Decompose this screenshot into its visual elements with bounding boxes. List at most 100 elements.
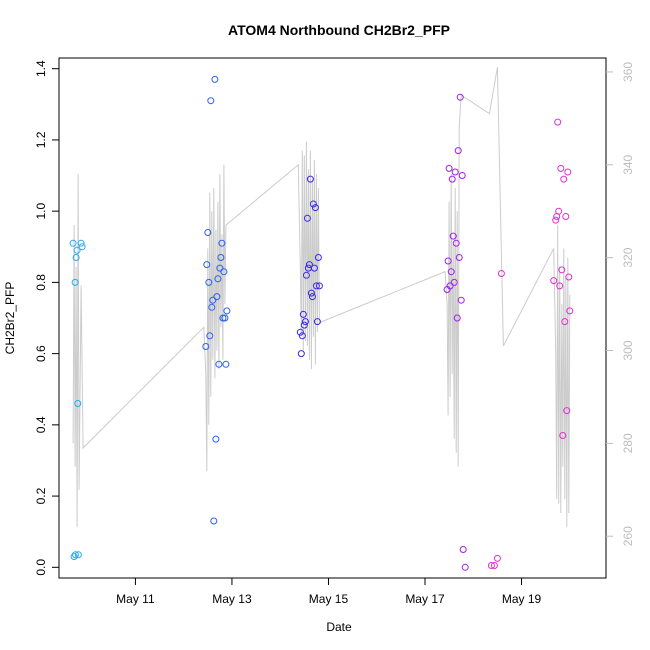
data-point-4-18 <box>565 273 573 281</box>
data-point-4-16 <box>563 407 571 415</box>
y-axis-label: CH2Br2_PFP <box>3 282 17 355</box>
data-point-3-12 <box>455 254 463 261</box>
data-point-2-9 <box>305 261 313 269</box>
data-point-1-3 <box>205 278 213 286</box>
data-point-0-8 <box>71 551 79 559</box>
data-point-1-5 <box>207 97 215 105</box>
data-point-2-19 <box>315 282 323 290</box>
y-tick-label-3: 0.6 <box>34 345 48 362</box>
data-point-2-3 <box>299 310 307 318</box>
data-point-3-5 <box>448 175 456 183</box>
data-point-3-6 <box>449 232 457 240</box>
data-point-0-6 <box>78 243 86 251</box>
data-point-0-5 <box>77 239 85 247</box>
data-point-1-9 <box>211 75 219 83</box>
data-point-4-2 <box>493 554 501 562</box>
data-point-2-4 <box>300 321 308 329</box>
data-point-2-13 <box>309 200 317 208</box>
data-point-3-7 <box>450 278 458 286</box>
chart-title: ATOM4 Northbound CH2Br2_PFP <box>228 22 450 38</box>
data-point-4-1 <box>490 562 498 569</box>
data-point-3-1 <box>444 257 452 265</box>
data-point-4-0 <box>487 562 495 569</box>
data-point-4-19 <box>566 307 574 315</box>
x-tick-label-1: May 13 <box>212 592 252 606</box>
data-point-3-2 <box>445 164 453 172</box>
data-point-3-16 <box>459 546 467 553</box>
data-point-2-17 <box>313 318 321 326</box>
data-point-2-2 <box>298 332 306 340</box>
y2-tick-label-0: 260 <box>621 526 635 546</box>
plot-frame <box>58 57 607 579</box>
data-point-4-5 <box>552 216 560 224</box>
data-point-2-7 <box>303 214 311 222</box>
data-point-4-12 <box>559 432 567 439</box>
y2-tick-label-5: 360 <box>621 62 635 82</box>
data-point-4-14 <box>561 318 569 326</box>
data-point-0-0 <box>69 239 77 247</box>
y-tick-label-6: 1.2 <box>34 131 48 148</box>
y-axis-left: 0.0 0.2 0.4 0.6 0.8 1.0 1.2 1.4 <box>34 60 59 576</box>
x-axis: May 11 May 13 May 15 May 17 May 19 <box>116 578 542 606</box>
y2-tick-label-3: 320 <box>621 247 635 267</box>
data-points <box>69 75 574 571</box>
y-tick-label-5: 1.0 <box>34 202 48 219</box>
data-point-0-2 <box>72 254 80 261</box>
data-point-1-4 <box>206 332 214 340</box>
data-point-0-3 <box>73 246 81 254</box>
data-point-4-9 <box>556 282 564 290</box>
data-point-4-11 <box>558 266 566 274</box>
data-point-3-17 <box>461 563 469 571</box>
data-point-1-11 <box>213 293 221 301</box>
x-axis-label: Date <box>326 620 352 634</box>
y2-tick-label-2: 300 <box>621 340 635 360</box>
data-point-3-15 <box>458 172 466 179</box>
x-tick-label-2: May 15 <box>309 592 349 606</box>
data-point-2-6 <box>302 271 310 279</box>
y2-tick-label-1: 280 <box>621 433 635 453</box>
y-tick-label-0: 0.0 <box>34 559 48 576</box>
data-point-1-12 <box>214 275 222 283</box>
data-point-3-4 <box>447 268 455 276</box>
data-point-0-7 <box>70 553 78 561</box>
y-tick-label-7: 1.4 <box>34 60 48 77</box>
data-point-3-14 <box>457 296 465 304</box>
right-axis-line <box>72 67 571 527</box>
data-point-0-1 <box>71 278 79 286</box>
data-point-4-7 <box>554 118 562 126</box>
data-point-1-13 <box>215 360 223 368</box>
data-point-1-18 <box>220 268 228 276</box>
data-point-1-1 <box>203 261 211 269</box>
data-point-4-10 <box>557 164 565 172</box>
data-point-1-2 <box>204 229 212 236</box>
x-tick-label-0: May 11 <box>116 592 155 606</box>
data-point-1-17 <box>219 314 227 322</box>
data-point-3-8 <box>451 168 459 176</box>
data-point-4-3 <box>497 270 505 277</box>
data-point-0-4 <box>74 400 82 407</box>
data-point-3-9 <box>452 239 460 247</box>
y-tick-label-2: 0.4 <box>34 416 48 433</box>
data-point-2-10 <box>306 175 314 183</box>
data-point-2-5 <box>301 318 309 326</box>
data-point-1-14 <box>216 264 224 272</box>
data-point-4-15 <box>562 213 570 220</box>
data-point-2-0 <box>296 328 304 336</box>
data-point-1-0 <box>202 343 210 350</box>
series-line <box>72 67 571 527</box>
data-point-3-3 <box>446 282 454 290</box>
data-point-4-17 <box>564 168 572 176</box>
data-point-1-21 <box>223 307 231 315</box>
x-tick-label-3: May 17 <box>405 592 445 606</box>
data-point-2-1 <box>297 350 305 358</box>
data-point-3-13 <box>456 93 464 101</box>
data-point-3-11 <box>454 147 462 155</box>
data-point-2-18 <box>314 254 322 261</box>
y-tick-label-4: 0.8 <box>34 274 48 291</box>
data-point-1-8 <box>210 517 218 525</box>
x-tick-label-4: May 19 <box>502 592 542 606</box>
data-point-2-15 <box>311 204 319 212</box>
y-axis-right: 260 280 300 320 340 360 <box>606 62 635 546</box>
data-point-1-16 <box>218 239 226 247</box>
